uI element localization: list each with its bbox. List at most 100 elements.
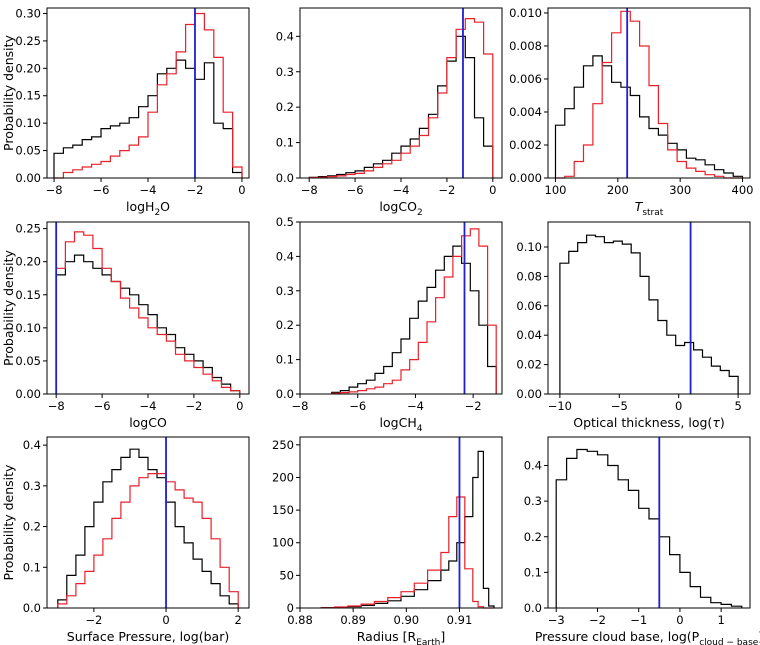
y-tick-label: 0.4	[23, 438, 41, 452]
histogram-red-line	[55, 231, 241, 394]
y-tick-label: 0.30	[15, 6, 41, 20]
x-tick-label: −6	[93, 183, 110, 197]
y-tick-label: 0.002	[509, 138, 542, 152]
y-tick-label: 0.006	[509, 72, 542, 86]
y-tick-label: 0.1	[276, 353, 294, 367]
histogram-red-line	[54, 12, 243, 179]
x-tick-label: 0.89	[340, 613, 366, 627]
histogram-red-line	[308, 18, 494, 179]
y-tick-label: 0.2	[23, 520, 41, 534]
histogram-black-line	[331, 245, 497, 394]
y-axis-label: Probability density	[1, 249, 16, 365]
y-tick-label: 0.0	[276, 171, 294, 185]
y-tick-label: 150	[272, 503, 294, 517]
y-tick-label: 0.15	[15, 288, 41, 302]
panel-8: 0.88 0.89 0.90 0.91 0 50 100 150 200 250 Radius [R…	[272, 436, 503, 645]
y-tick-label: 0.04	[516, 328, 542, 342]
y-axis-label: Probability density	[1, 464, 16, 580]
y-tick-label: 0.2	[524, 530, 542, 544]
x-axis-label: logCO2	[379, 199, 422, 218]
axes-frame	[299, 436, 503, 609]
axes-frame	[547, 7, 751, 179]
x-tick-label: −8	[292, 399, 309, 413]
y-tick-label: 200	[272, 470, 294, 484]
y-tick-label: 0.3	[23, 479, 41, 493]
histogram-black-line	[559, 234, 739, 394]
y-tick-label: 0.3	[524, 494, 542, 508]
x-tick-label: −2	[465, 399, 482, 413]
y-tick-label: 0.00	[15, 387, 41, 401]
histogram-black-line	[554, 55, 744, 178]
histogram-red-line	[555, 10, 743, 179]
panel-6: −10 −5 0 5 0.00 0.02 0.04 0.06 0.08 0.10 Optical t…	[516, 221, 751, 430]
x-axis-label: Pressure cloud base, log(Pcloud − base)	[535, 629, 760, 645]
x-tick-label: 0	[676, 613, 683, 627]
x-tick-label: 0	[489, 183, 496, 197]
y-tick-label: 0.20	[15, 61, 41, 75]
y-tick-label: 0.1	[524, 565, 542, 579]
y-tick-label: 0.06	[516, 299, 542, 313]
panel-9: −3 −2 −1 0 1 0.0 0.1 0.2 0.3 0.4 Pressure cloud ba…	[524, 436, 760, 645]
y-tick-label: 0.4	[276, 29, 294, 43]
x-tick-label: 100	[545, 183, 567, 197]
x-axis-label: logCO	[129, 415, 167, 430]
x-axis-label: Tstrat	[635, 199, 664, 218]
y-tick-label: 0.25	[15, 222, 41, 236]
axes-frame	[299, 221, 503, 395]
x-tick-label: −2	[185, 399, 202, 413]
panel-1: −8 −6 −4 −2 0 0.00 0.05 0.10 0.15 0.20 0.25 0.30 log…	[1, 6, 250, 218]
y-tick-label: 0.08	[516, 269, 542, 283]
histogram-black-line	[55, 254, 241, 394]
x-tick-label: −8	[301, 183, 318, 197]
y-tick-label: 250	[272, 438, 294, 452]
x-tick-label: −2	[589, 613, 606, 627]
x-axis-label: logH2O	[126, 199, 170, 218]
x-tick-label: 2	[235, 613, 242, 627]
x-tick-label: −2	[438, 183, 455, 197]
x-tick-label: −1	[630, 613, 647, 627]
x-tick-label: 400	[732, 183, 754, 197]
x-axis-label: Surface Pressure, log(bar)	[67, 629, 229, 644]
x-axis-label: logCH4	[380, 415, 423, 434]
y-tick-label: 0.3	[276, 65, 294, 79]
y-tick-label: 0.02	[516, 358, 542, 372]
y-tick-label: 0.3	[276, 284, 294, 298]
y-tick-label: 0.1	[23, 560, 41, 574]
y-tick-label: 0.15	[15, 89, 41, 103]
panel-4: −8 −6 −4 −2 0 0.00 0.05 0.10 0.15 0.20 0.25 logCO Pr…	[1, 221, 250, 430]
histogram-red-line	[320, 496, 494, 609]
y-tick-label: 0.4	[524, 459, 542, 473]
panel-3: 100 200 300 400 0.000 0.002 0.004 0.006 0.008 0.0…	[509, 6, 753, 218]
y-tick-label: 0.25	[15, 34, 41, 48]
axes-frame	[46, 7, 250, 179]
x-tick-label: −3	[548, 613, 565, 627]
panel-7: −2 0 2 0.0 0.1 0.2 0.3 0.4 Surface Pressure, log…	[1, 436, 250, 644]
x-tick-label: 5	[734, 399, 741, 413]
x-tick-label: 1	[717, 613, 724, 627]
x-axis-label: Radius [REarth]	[357, 629, 445, 645]
y-tick-label: 0.004	[509, 105, 542, 119]
histogram-black-line	[555, 448, 743, 608]
x-tick-label: −4	[407, 399, 424, 413]
histogram-red-line	[331, 228, 497, 394]
histogram-black-line	[320, 450, 495, 609]
y-tick-label: 0.1	[276, 136, 294, 150]
x-tick-label: −6	[347, 183, 364, 197]
x-tick-label: −6	[94, 399, 111, 413]
axes-frame	[547, 221, 751, 395]
x-tick-label: 300	[669, 183, 691, 197]
y-tick-label: 0	[287, 601, 294, 615]
x-tick-label: −4	[393, 183, 410, 197]
x-tick-label: −8	[48, 399, 65, 413]
histogram-black-line	[308, 35, 494, 178]
y-tick-label: 0.10	[516, 240, 542, 254]
y-tick-label: 0.4	[276, 249, 294, 263]
y-tick-label: 0.10	[15, 321, 41, 335]
y-axis-label: Probability density	[1, 34, 16, 150]
y-tick-label: 0.2	[276, 100, 294, 114]
x-tick-label: 0.88	[287, 613, 313, 627]
y-tick-label: 0.0	[524, 601, 542, 615]
histogram-black-line	[53, 59, 243, 178]
histogram-black-line	[57, 448, 239, 608]
